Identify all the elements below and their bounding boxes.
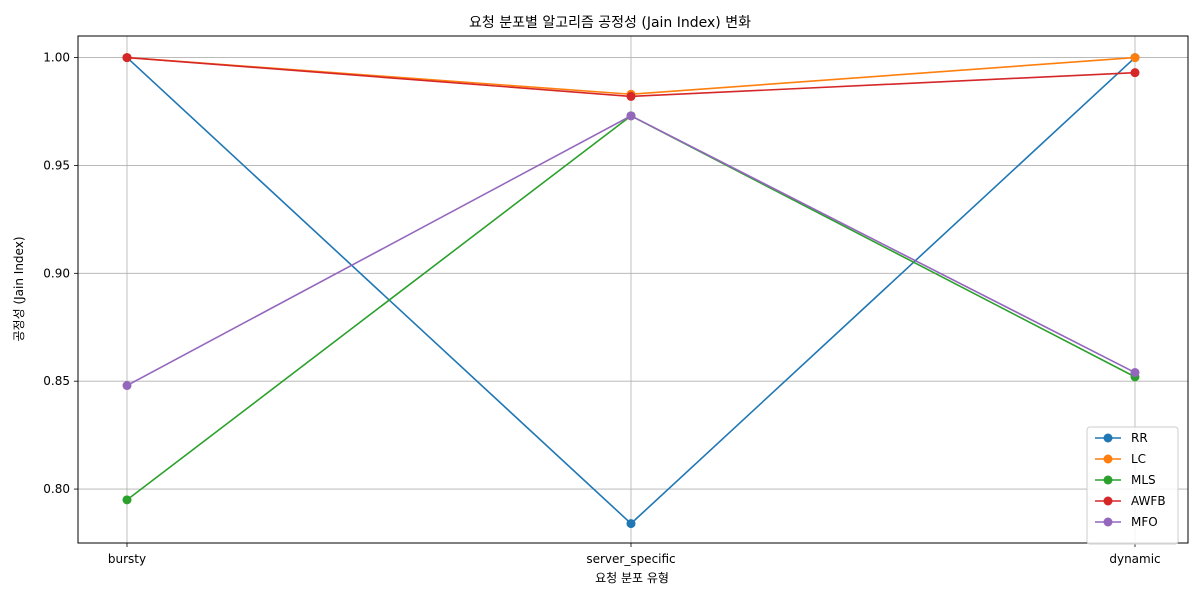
legend-marker — [1103, 475, 1113, 485]
series-layer — [122, 53, 1140, 529]
plot-frame — [77, 35, 1189, 544]
data-point-awfb — [122, 53, 132, 63]
chart-title: 요청 분포별 알고리즘 공정성 (Jain Index) 변화 — [469, 15, 751, 31]
legend-marker — [1103, 454, 1113, 464]
data-point-lc — [1130, 53, 1140, 63]
data-point-awfb — [1130, 68, 1140, 78]
x-tick-label: dynamic — [1109, 552, 1160, 566]
legend-item-mls: MLS — [1095, 473, 1156, 487]
legend-label: MLS — [1131, 473, 1156, 487]
legend-marker — [1103, 433, 1113, 443]
legend-label: LC — [1131, 452, 1146, 466]
y-tick-label: 0.80 — [43, 482, 70, 496]
series-mfo — [122, 111, 1140, 391]
legend-item-lc: LC — [1095, 452, 1146, 466]
legend: RR LC MLS AWFB MFO — [1086, 426, 1179, 545]
legend-label: RR — [1131, 431, 1148, 445]
y-axis-title: 공정성 (Jain Index) — [12, 237, 26, 342]
x-tick-label: bursty — [108, 552, 146, 566]
legend-item-awfb: AWFB — [1095, 494, 1166, 508]
x-axis-title: 요청 분포 유형 — [595, 571, 669, 585]
x-tick-label: server_specific — [586, 552, 675, 566]
data-point-mfo — [626, 111, 636, 121]
y-tick-label: 0.85 — [43, 374, 70, 388]
grid-lines — [78, 36, 1188, 543]
legend-label: AWFB — [1131, 494, 1166, 508]
y-tick-label: 1.00 — [43, 51, 70, 65]
y-tick-label: 0.95 — [43, 158, 70, 172]
data-point-mls — [122, 495, 132, 505]
legend-marker — [1103, 517, 1113, 527]
series-awfb — [122, 53, 1140, 101]
data-point-rr — [626, 519, 636, 529]
y-axis-ticks: 0.80 0.85 0.90 0.95 1.00 — [43, 51, 78, 496]
legend-item-rr: RR — [1095, 431, 1148, 445]
data-point-awfb — [626, 91, 636, 101]
data-point-mfo — [122, 381, 132, 391]
legend-marker — [1103, 496, 1113, 506]
y-tick-label: 0.90 — [43, 266, 70, 280]
legend-item-mfo: MFO — [1095, 515, 1158, 529]
x-axis-ticks: bursty server_specific dynamic — [108, 543, 1161, 566]
legend-label: MFO — [1131, 515, 1158, 529]
data-point-mfo — [1130, 368, 1140, 378]
